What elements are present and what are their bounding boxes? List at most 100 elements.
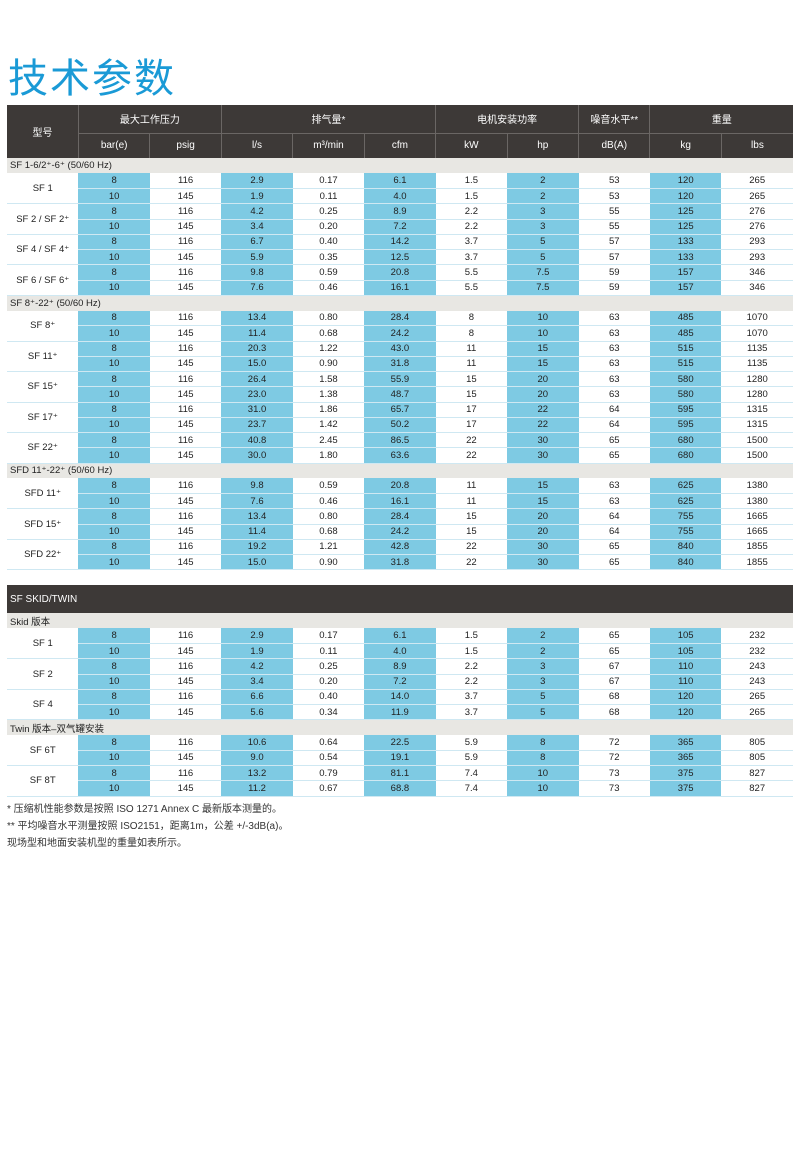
cell-kw: 22 [435,539,508,556]
cell-kw: 5.9 [435,750,508,767]
cell-kw: 5.5 [435,264,508,281]
cell-kw: 11 [435,356,508,373]
cell-hp: 5 [507,234,579,251]
cell-dba: 63 [578,356,650,373]
cell-hp: 15 [507,356,579,373]
cell-psig: 145 [149,554,222,571]
table-row: SF 8⁺ 8 116 13.4 0.80 28.4 8 10 63 485 1070 [7,310,793,342]
cell-bare: 8 [78,402,150,418]
cell-mmin: 0.11 [292,643,365,660]
cell-kg: 120 [649,173,722,190]
cell-hp: 30 [507,447,579,464]
cell-lbs: 1315 [721,417,793,434]
header-noise: 噪音水平** [578,105,650,133]
table-row: 10 145 23.7 1.42 50.2 17 22 64 595 1315 [7,417,793,434]
cell-dba: 64 [578,402,650,418]
cell-hp: 10 [507,765,579,782]
table-row: SF 11⁺ 8 116 20.3 1.22 43.0 11 15 63 515 1135 [7,341,793,372]
cell-hp: 8 [507,750,579,767]
cell-cfm: 31.8 [364,356,436,373]
cell-ls: 26.4 [221,371,293,388]
cell-lbs: 276 [721,219,793,235]
cell-cfm: 7.2 [364,674,436,690]
cell-lbs: 1855 [721,554,793,571]
cell-dba: 72 [578,750,650,767]
section-row: SF 1-6/2⁺-6⁺ (50/60 Hz) [7,158,793,174]
table-row: SF 2 8 116 4.2 0.25 8.9 2.2 3 67 110 243 [7,658,793,690]
cell-cfm: 7.2 [364,219,436,235]
cell-dba: 64 [578,508,650,525]
cell-cfm: 63.6 [364,447,436,464]
cell-psig: 116 [149,341,222,357]
table-row: SF 4 8 116 6.6 0.40 14.0 3.7 5 68 120 265 [7,689,793,721]
section-label: SF 1-6/2⁺-6⁺ (50/60 Hz) [7,158,793,174]
table-row: SF 2 / SF 2⁺ 8 116 4.2 0.25 8.9 2.2 3 55 125 276 [7,203,793,235]
cell-cfm: 81.1 [364,765,436,782]
cell-ls: 3.4 [221,674,293,690]
cell-kw: 8 [435,325,508,342]
cell-dba: 65 [578,628,650,645]
cell-bare: 10 [78,325,150,342]
cell-ls: 1.9 [221,188,293,205]
model-name: SF 4 / SF 4⁺ [7,234,79,266]
cell-kg: 110 [649,658,722,675]
cell-bare: 10 [78,219,150,235]
cell-mmin: 1.80 [292,447,365,464]
cell-kw: 7.4 [435,780,508,797]
section-label: Skid 版本 [7,613,793,629]
cell-kw: 3.7 [435,704,508,721]
cell-ls: 19.2 [221,539,293,556]
cell-cfm: 8.9 [364,203,436,220]
cell-bare: 8 [78,658,150,675]
cell-bare: 10 [78,554,150,571]
cell-hp: 22 [507,417,579,434]
cell-bare: 8 [78,203,150,220]
cell-lbs: 1855 [721,539,793,556]
model-name: SF 2 / SF 2⁺ [7,203,79,235]
table-row: 10 145 5.6 0.34 11.9 3.7 5 68 120 265 [7,704,793,721]
cell-mmin: 0.80 [292,508,365,525]
cell-ls: 6.6 [221,689,293,706]
cell-mmin: 0.59 [292,264,365,281]
cell-bare: 8 [78,508,150,525]
cell-kw: 17 [435,417,508,434]
cell-dba: 68 [578,704,650,721]
model-name: SF 8T [7,765,79,797]
cell-hp: 3 [507,219,579,235]
cell-psig: 145 [149,750,222,767]
cell-kg: 485 [649,310,722,327]
cell-psig: 145 [149,643,222,660]
cell-ls: 5.9 [221,249,293,266]
cell-kg: 755 [649,508,722,525]
cell-bare: 10 [78,493,150,510]
model-name: SF 11⁺ [7,341,79,372]
section-label: Twin 版本–双气罐安装 [7,719,793,735]
cell-lbs: 265 [721,689,793,706]
cell-cfm: 43.0 [364,341,436,357]
cell-psig: 116 [149,478,222,495]
cell-lbs: 232 [721,643,793,660]
cell-bare: 10 [78,704,150,721]
cell-psig: 145 [149,447,222,464]
cell-psig: 145 [149,386,222,403]
cell-mmin: 0.25 [292,203,365,220]
table-row: 10 145 15.0 0.90 31.8 11 15 63 515 1135 [7,356,793,373]
cell-kw: 11 [435,493,508,510]
cell-cfm: 48.7 [364,386,436,403]
cell-ls: 9.0 [221,750,293,767]
cell-kw: 15 [435,508,508,525]
cell-bare: 10 [78,188,150,205]
cell-kw: 15 [435,371,508,388]
cell-psig: 116 [149,371,222,388]
cell-dba: 63 [578,478,650,495]
cell-psig: 145 [149,280,222,296]
cell-cfm: 31.8 [364,554,436,571]
cell-mmin: 0.35 [292,249,365,266]
cell-mmin: 0.67 [292,780,365,797]
cell-bare: 8 [78,478,150,495]
cell-lbs: 232 [721,628,793,645]
unit-header: kg [649,132,722,158]
cell-bare: 8 [78,735,150,751]
cell-hp: 5 [507,704,579,721]
footnote-noise: ** 平均噪音水平测量按照 ISO2151，距离1m，公差 +/-3dB(a)。 [7,821,289,832]
